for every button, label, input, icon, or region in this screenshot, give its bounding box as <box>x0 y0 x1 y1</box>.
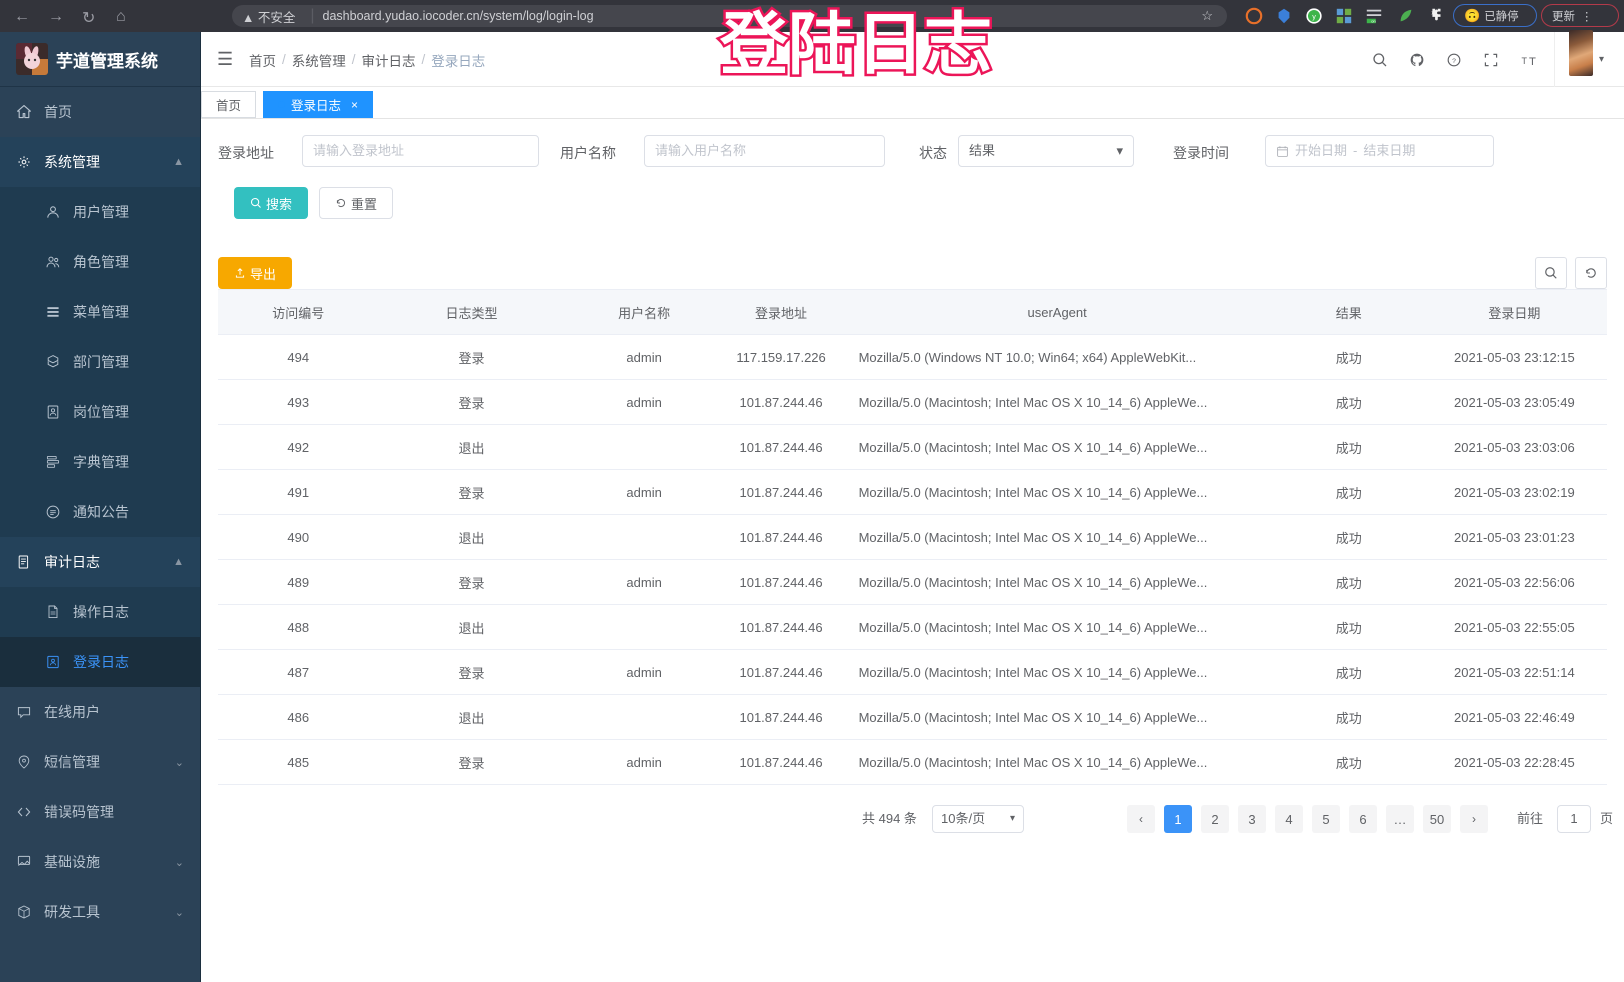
svg-text:登陆日志: 登陆日志 <box>719 7 992 83</box>
